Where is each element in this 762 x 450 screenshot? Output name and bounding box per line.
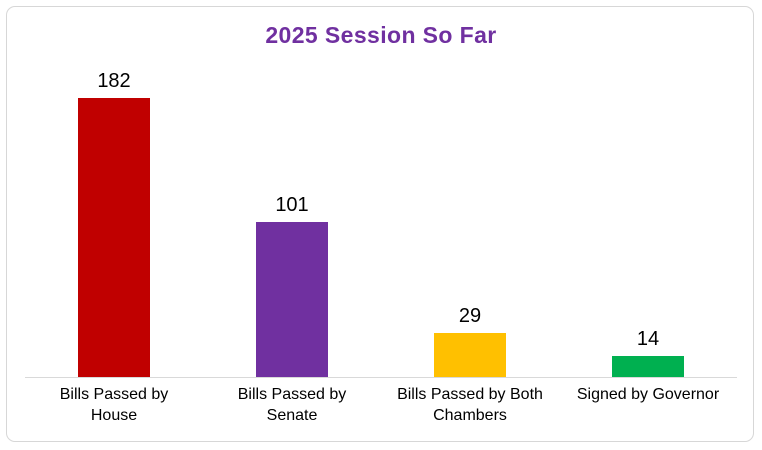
bar-group: 101	[203, 60, 381, 377]
x-axis-labels: Bills Passed by House Bills Passed by Senat…	[25, 384, 737, 426]
bar-group: 182	[25, 60, 203, 377]
bar-group: 14	[559, 60, 737, 377]
category-label-line: Bills Passed by	[59, 386, 169, 403]
category-label-line: Bills Passed by Both	[397, 386, 543, 403]
category-label: Bills Passed by House	[25, 384, 203, 426]
chart-title: 2025 Session So Far	[265, 22, 497, 48]
category-label: Bills Passed by Both Chambers	[381, 384, 559, 426]
bar-value-label: 14	[636, 328, 660, 350]
plot-area: 182 101 29 14	[25, 60, 737, 377]
category-label-line: Chambers	[433, 407, 507, 424]
category-label-line: Signed by Governor	[576, 386, 720, 403]
category-label: Bills Passed by Senate	[203, 384, 381, 426]
bar	[256, 222, 328, 377]
bar-value-label: 101	[275, 194, 309, 216]
bar-value-label: 182	[97, 70, 131, 92]
category-label-line: Bills Passed by	[237, 386, 347, 403]
category-label-line: Senate	[266, 407, 318, 424]
x-axis-line	[25, 377, 737, 378]
bar-group: 29	[381, 60, 559, 377]
bar-value-label: 29	[458, 305, 482, 327]
bar	[612, 356, 684, 377]
bar	[434, 333, 506, 377]
category-label: Signed by Governor	[559, 384, 737, 426]
category-label-line: House	[90, 407, 138, 424]
bar	[78, 98, 150, 377]
